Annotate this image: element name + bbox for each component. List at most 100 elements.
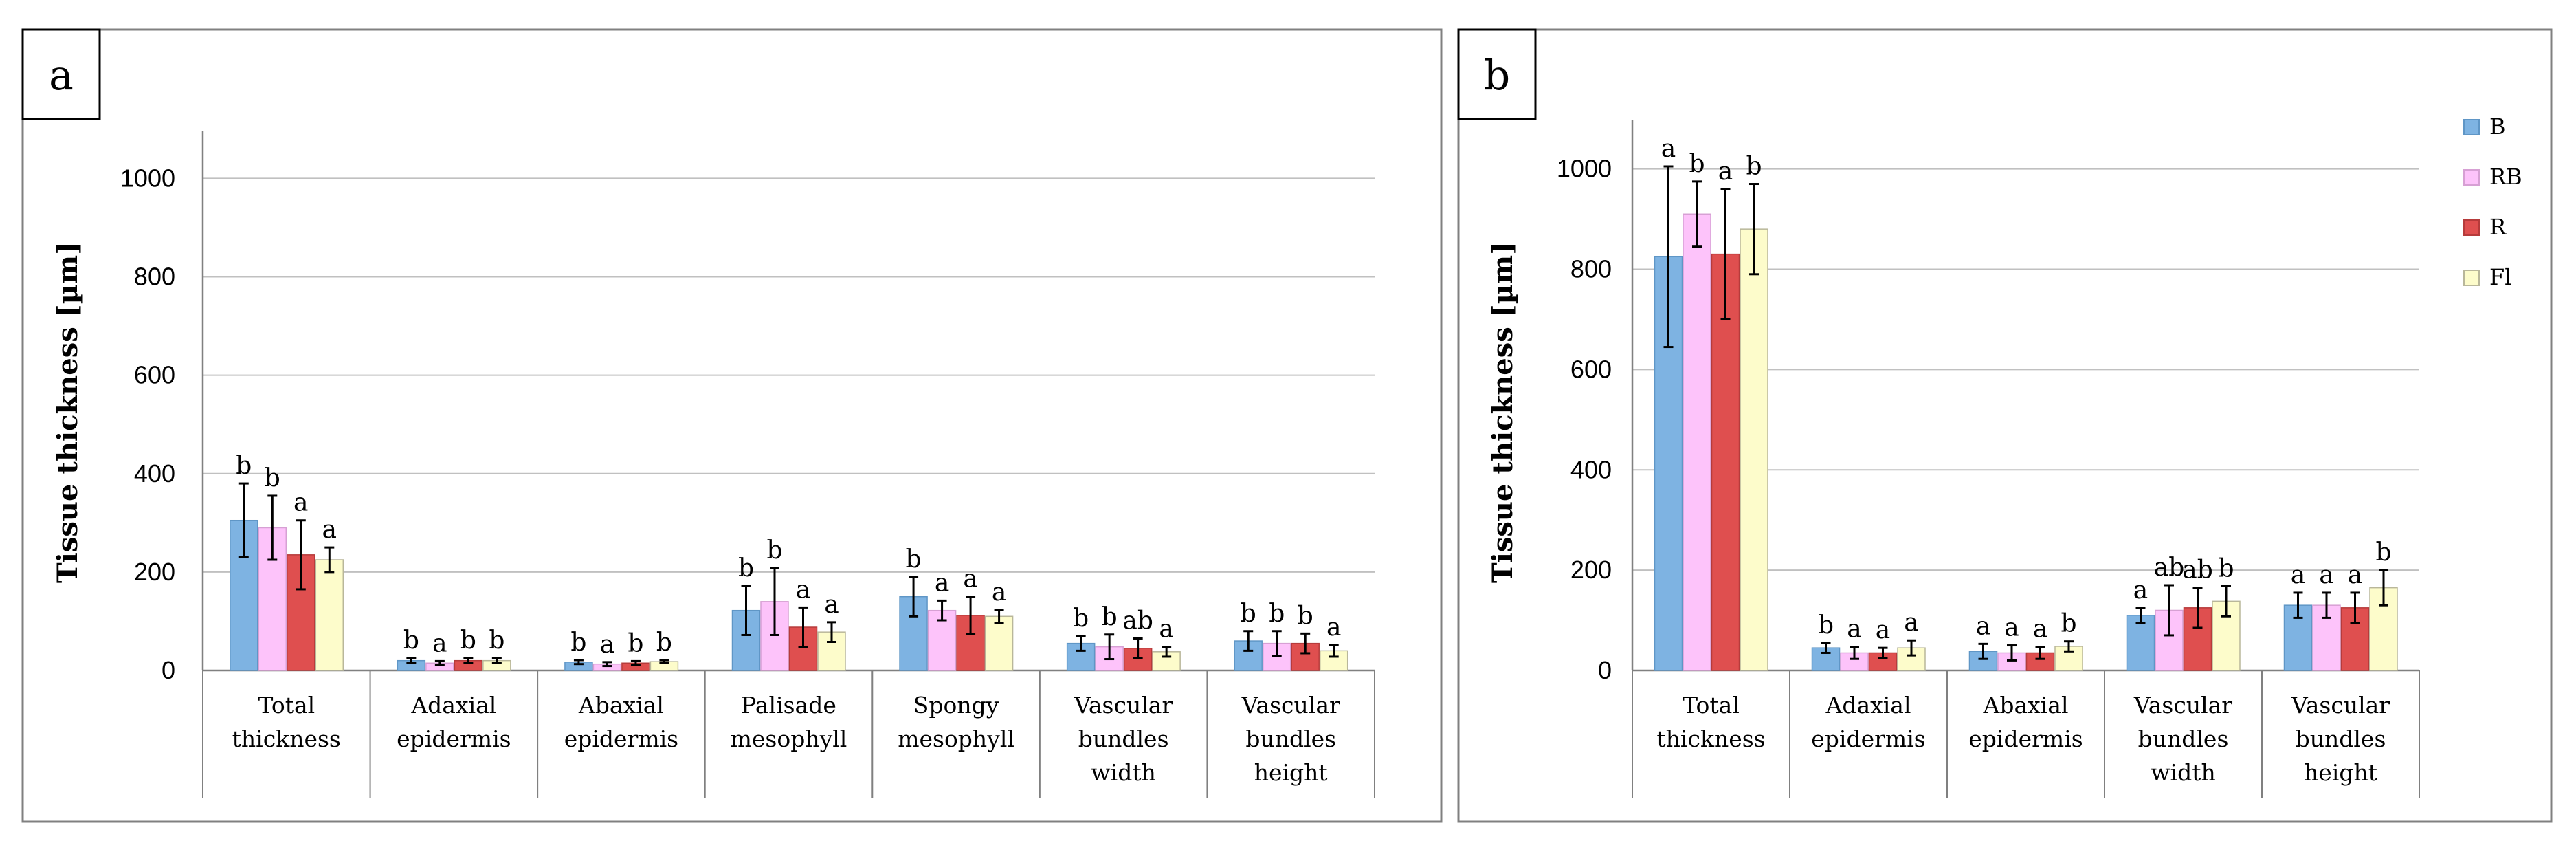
bar-a-Fl-3 [817,631,846,671]
panel-b-label: b [1484,52,1510,100]
significance-label-a-R-3: a [796,576,810,604]
panel-b-ylabel: Tissue thickness [µm] [1487,242,1519,583]
significance-label-a-B-1: b [403,626,419,655]
significance-label-a-RB-0: b [265,464,280,492]
legend-label-R: R [2489,214,2507,240]
category-label-a-5-2: width [1091,759,1155,786]
ytick-label-b-3: 600 [1570,355,1612,383]
panel-a: a Tissue thickness [µm] 0 200 400 600 800 100… [21,28,1443,823]
bar-a-Fl-0 [315,559,344,671]
significance-label-a-B-4: b [906,545,922,574]
significance-label-b-B-1: b [1818,611,1834,640]
category-label-a-3-1: mesophyll [731,725,847,752]
bar-b-B-3 [2126,615,2155,671]
panel-a-ylabel: Tissue thickness [µm] [52,242,84,583]
category-label-b-2-1: epidermis [1968,725,2083,752]
significance-label-b-B-3: a [2133,576,2148,604]
category-label-a-6-0: Vascular [1241,692,1340,719]
significance-label-a-B-0: b [236,452,252,480]
significance-label-a-R-4: a [963,565,977,593]
ytick-label-a-2: 400 [134,459,175,488]
significance-label-b-RB-1: a [1847,615,1861,644]
legend-swatch-B [2463,119,2480,135]
legend-swatch-Fl [2463,270,2480,286]
significance-label-b-RB-3: ab [2154,554,2185,582]
legend-label-Fl: Fl [2489,264,2511,290]
significance-label-a-Fl-5: a [1159,615,1173,644]
significance-label-b-B-4: a [2291,561,2305,589]
panel-b-border [1457,28,2553,823]
significance-label-a-B-2: b [570,629,586,657]
significance-label-b-B-2: a [1976,612,1990,640]
significance-label-b-R-4: a [2348,561,2362,589]
category-label-a-0-1: thickness [232,725,341,752]
significance-label-b-Fl-3: b [2218,554,2234,582]
panel-b: b Tissue thickness [µm] 0 200 400 600 800 100… [1457,28,2553,823]
significance-label-a-R-0: a [293,489,308,517]
ytick-label-b-1: 200 [1570,556,1612,584]
category-label-a-1-0: Adaxial [410,692,496,719]
category-label-b-1-1: epidermis [1811,725,1925,752]
category-label-b-3-2: width [2151,759,2215,786]
bar-b-RB-0 [1683,213,1711,671]
panel-a-border [21,28,1443,823]
significance-label-a-Fl-2: b [656,629,672,657]
ytick-label-b-4: 800 [1570,255,1612,283]
category-label-a-0-0: Total [258,692,315,719]
category-label-a-2-0: Abaxial [578,692,664,719]
panel-a-label-box [21,28,101,120]
legend-label-B: B [2489,113,2506,140]
significance-label-a-Fl-3: a [824,591,839,619]
category-label-b-0-1: thickness [1656,725,1765,752]
category-label-a-6-1: bundles [1245,725,1336,752]
significance-label-a-RB-5: b [1102,603,1118,631]
significance-label-a-R-6: b [1298,602,1313,630]
ytick-label-a-3: 600 [134,361,175,389]
significance-label-a-RB-1: a [432,629,447,657]
significance-label-b-B-0: a [1661,135,1676,163]
significance-label-a-B-3: b [738,554,754,582]
category-label-b-4-0: Vascular [2291,692,2390,719]
legend-swatch-RB [2463,169,2480,186]
category-label-a-4-1: mesophyll [898,725,1014,752]
significance-label-b-R-2: a [2033,615,2047,644]
significance-label-a-RB-4: a [935,569,949,597]
category-label-a-6-2: height [1254,759,1328,786]
significance-label-a-RB-6: b [1269,600,1285,628]
significance-label-a-B-5: b [1073,604,1089,633]
category-label-a-4-0: Spongy [913,692,999,719]
ytick-label-b-2: 400 [1570,455,1612,483]
significance-label-b-R-3: ab [2182,556,2213,585]
category-label-a-5-0: Vascular [1074,692,1173,719]
significance-label-b-R-0: a [1718,157,1733,186]
significance-label-a-R-1: b [460,626,476,655]
category-label-b-4-2: height [2304,759,2377,786]
significance-label-a-R-5: ab [1122,607,1153,635]
legend: B RB R Fl [2463,113,2522,290]
significance-label-b-Fl-0: b [1746,153,1762,181]
significance-label-a-B-6: b [1241,600,1256,628]
significance-label-a-Fl-6: a [1326,613,1341,642]
significance-label-a-Fl-4: a [992,578,1006,607]
bar-a-Fl-4 [984,615,1014,671]
ytick-label-a-0: 0 [162,656,175,684]
significance-label-a-R-2: b [628,629,643,657]
significance-label-a-RB-2: a [600,631,614,659]
ytick-label-b-5: 1000 [1557,155,1612,183]
category-label-b-4-1: bundles [2296,725,2386,752]
significance-label-b-RB-2: a [2004,614,2019,642]
significance-label-b-Fl-1: a [1904,609,1918,637]
bar-b-Fl-0 [1740,228,1768,671]
category-label-b-3-1: bundles [2138,725,2229,752]
significance-label-b-Fl-2: b [2061,610,2076,638]
significance-label-a-Fl-1: b [489,626,504,655]
significance-label-b-R-1: a [1876,616,1890,644]
significance-label-b-Fl-4: b [2375,538,2391,567]
bar-b-R-0 [1711,253,1740,671]
ytick-label-a-5: 1000 [120,164,175,192]
category-label-b-2-0: Abaxial [1982,692,2068,719]
